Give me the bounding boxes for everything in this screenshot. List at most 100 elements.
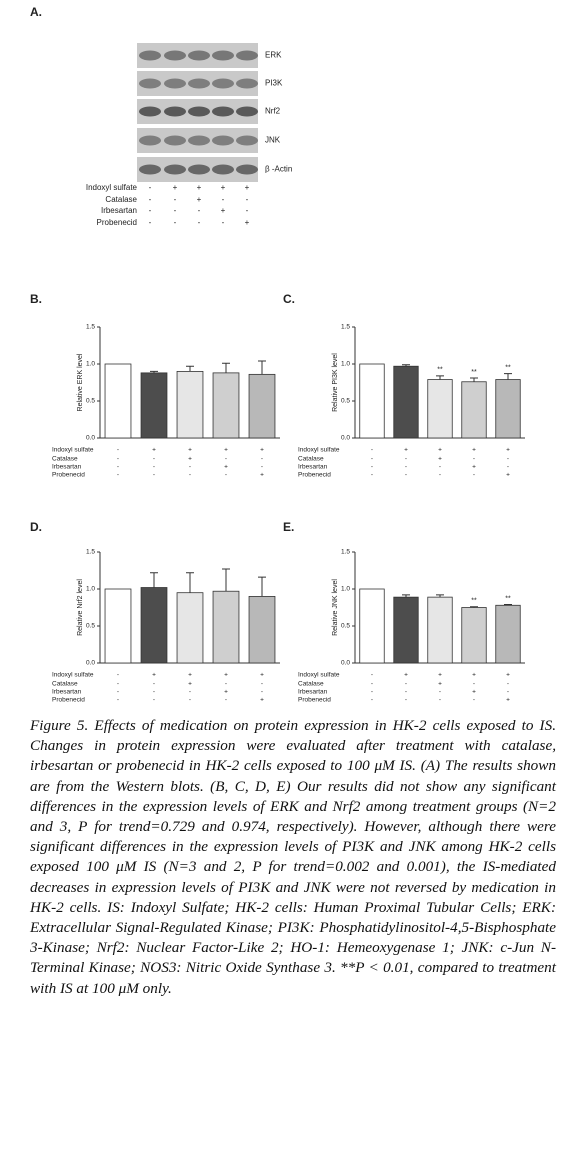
treatment-sign: - (246, 195, 249, 204)
treatment-sign: - (189, 697, 191, 704)
treatment-sign: - (225, 681, 227, 688)
bar (248, 373, 276, 439)
treatment-sign: + (506, 672, 510, 679)
treatment-label: Catalase (105, 195, 137, 204)
treatment-sign: - (149, 218, 152, 227)
treatment-label: Probenecid (52, 697, 85, 704)
treatment-sign: - (507, 456, 509, 463)
treatment-sign: + (224, 464, 228, 471)
error-bar (186, 365, 194, 372)
treatment-label: Irbesartan (52, 689, 82, 696)
treatment-sign: - (225, 472, 227, 479)
blot-band (164, 50, 186, 61)
treatment-sign: + (260, 672, 264, 679)
treatment-label: Indoxyl sulfate (86, 183, 138, 192)
treatment-sign: - (225, 456, 227, 463)
band-label: Nrf2 (265, 107, 281, 116)
treatment-label: Catalase (298, 681, 324, 688)
treatment-sign: - (117, 672, 119, 679)
blot-band (236, 106, 258, 117)
bar (495, 604, 521, 664)
treatment-sign: - (405, 689, 407, 696)
treatment-sign: + (152, 447, 156, 454)
bar (104, 588, 132, 664)
significance-mark: ** (471, 369, 477, 376)
error-bar (504, 604, 512, 606)
error-bar (402, 364, 410, 367)
treatment-sign: + (260, 447, 264, 454)
treatment-sign: - (261, 681, 263, 688)
y-tick-label: 0.5 (341, 398, 350, 405)
treatment-sign: - (439, 464, 441, 471)
treatment-sign: - (153, 464, 155, 471)
blot-band (236, 50, 258, 61)
treatment-sign: + (224, 672, 228, 679)
treatment-sign: + (472, 447, 476, 454)
treatment-sign: - (189, 472, 191, 479)
band-label: ERK (265, 51, 282, 60)
treatment-sign: - (117, 689, 119, 696)
blot-band (212, 78, 234, 89)
treatment-sign: + (472, 464, 476, 471)
band-label: PI3K (265, 79, 283, 88)
treatment-sign: - (246, 206, 249, 215)
treatment-label: Catalase (52, 681, 78, 688)
treatment-label: Irbesartan (298, 689, 328, 696)
blot-band (188, 78, 210, 89)
band-label: β -Actin (265, 165, 292, 174)
error-bar (186, 572, 194, 593)
panel-label: D. (30, 520, 42, 534)
treatment-sign: - (261, 464, 263, 471)
treatment-sign: - (507, 689, 509, 696)
treatment-sign: - (222, 195, 225, 204)
treatment-sign: - (371, 464, 373, 471)
blot-band (212, 135, 234, 146)
blot-band (188, 135, 210, 146)
treatment-sign: + (404, 447, 408, 454)
y-tick-label: 1.5 (341, 549, 350, 556)
y-axis-label: Relative Nrf2 level (77, 579, 84, 636)
bar (104, 363, 132, 439)
treatment-sign: - (507, 464, 509, 471)
treatment-sign: - (198, 206, 201, 215)
treatment-sign: - (117, 472, 119, 479)
treatment-sign: - (261, 689, 263, 696)
error-bar (150, 370, 158, 373)
blot-band (164, 164, 186, 175)
treatment-sign: + (438, 672, 442, 679)
blot-band (139, 78, 161, 89)
bar (461, 381, 487, 439)
error-bar (150, 572, 158, 588)
blot-band (188, 164, 210, 175)
treatment-sign: + (260, 472, 264, 479)
treatment-label: Indoxyl sulfate (298, 672, 340, 679)
y-tick-label: 1.0 (341, 586, 350, 593)
treatment-sign: + (221, 206, 226, 215)
band-label: JNK (265, 136, 281, 145)
blot-band (139, 135, 161, 146)
treatment-sign: - (117, 447, 119, 454)
blot-band (188, 106, 210, 117)
treatment-sign: - (153, 681, 155, 688)
treatment-label: Catalase (298, 456, 324, 463)
treatment-sign: - (473, 681, 475, 688)
treatment-sign: - (371, 689, 373, 696)
treatment-sign: - (405, 697, 407, 704)
treatment-sign: + (224, 689, 228, 696)
error-bar (258, 360, 266, 375)
treatment-sign: - (261, 456, 263, 463)
bar (393, 596, 419, 664)
blot-band (236, 78, 258, 89)
treatment-sign: + (506, 447, 510, 454)
treatment-label: Indoxyl sulfate (52, 447, 94, 454)
treatment-sign: - (439, 689, 441, 696)
y-tick-label: 0.0 (86, 435, 95, 442)
treatment-sign: + (438, 456, 442, 463)
treatment-sign: - (149, 206, 152, 215)
bar (140, 372, 168, 439)
treatment-sign: - (117, 681, 119, 688)
blot-band (139, 50, 161, 61)
treatment-sign: - (117, 697, 119, 704)
bar (359, 588, 385, 664)
treatment-sign: - (405, 464, 407, 471)
